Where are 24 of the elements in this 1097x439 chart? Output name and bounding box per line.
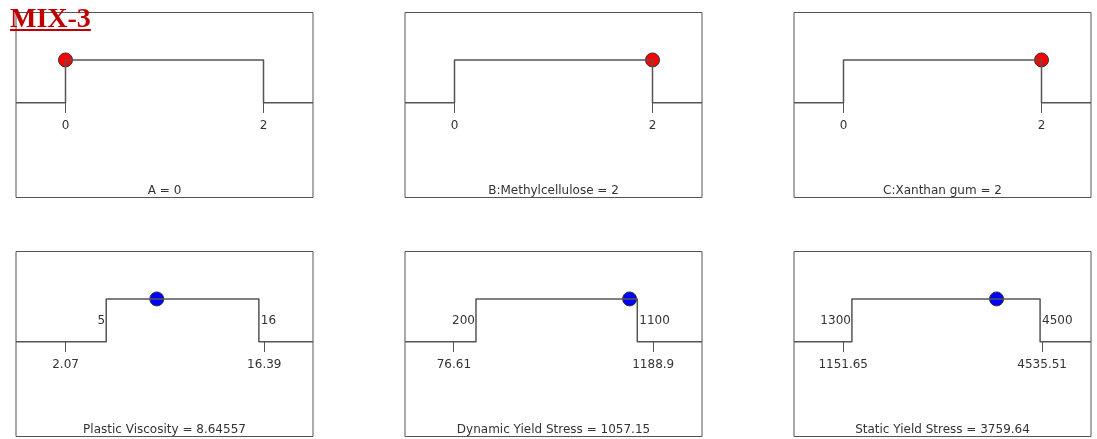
x-tick-label: 0 <box>450 118 459 133</box>
x-tick-label: 1188.9 <box>632 357 675 372</box>
x-tick-label: 4535.51 <box>1017 357 1067 372</box>
x-axis-title: B:Methylcellulose = 2 <box>488 183 619 198</box>
annotation: 4500 <box>1042 312 1073 327</box>
x-axis-title: Dynamic Yield Stress = 1057.15 <box>456 422 651 437</box>
annotation: 200 <box>452 312 475 327</box>
x-tick-label: 2 <box>1037 118 1046 133</box>
annotation: 5 <box>97 312 106 327</box>
x-tick-label: 0 <box>839 118 848 133</box>
x-tick-label: 1151.65 <box>818 357 869 372</box>
x-tick-label: 76.61 <box>436 357 472 372</box>
x-tick-label: 2.07 <box>52 357 79 372</box>
x-tick-label: 2 <box>259 118 268 133</box>
annotation: 16 <box>260 312 277 327</box>
x-tick-label: 2 <box>648 118 657 133</box>
annotation: 1300 <box>820 312 851 327</box>
x-tick-label: 16.39 <box>247 357 282 372</box>
annotation: 1100 <box>639 312 670 327</box>
x-axis-title: C:Xanthan gum = 2 <box>883 183 1002 198</box>
x-axis-title: Static Yield Stress = 3759.64 <box>855 422 1030 437</box>
x-tick-label: 0 <box>61 118 70 133</box>
x-axis-title: A = 0 <box>147 183 182 198</box>
x-axis-title: Plastic Viscosity = 8.64557 <box>83 422 246 437</box>
